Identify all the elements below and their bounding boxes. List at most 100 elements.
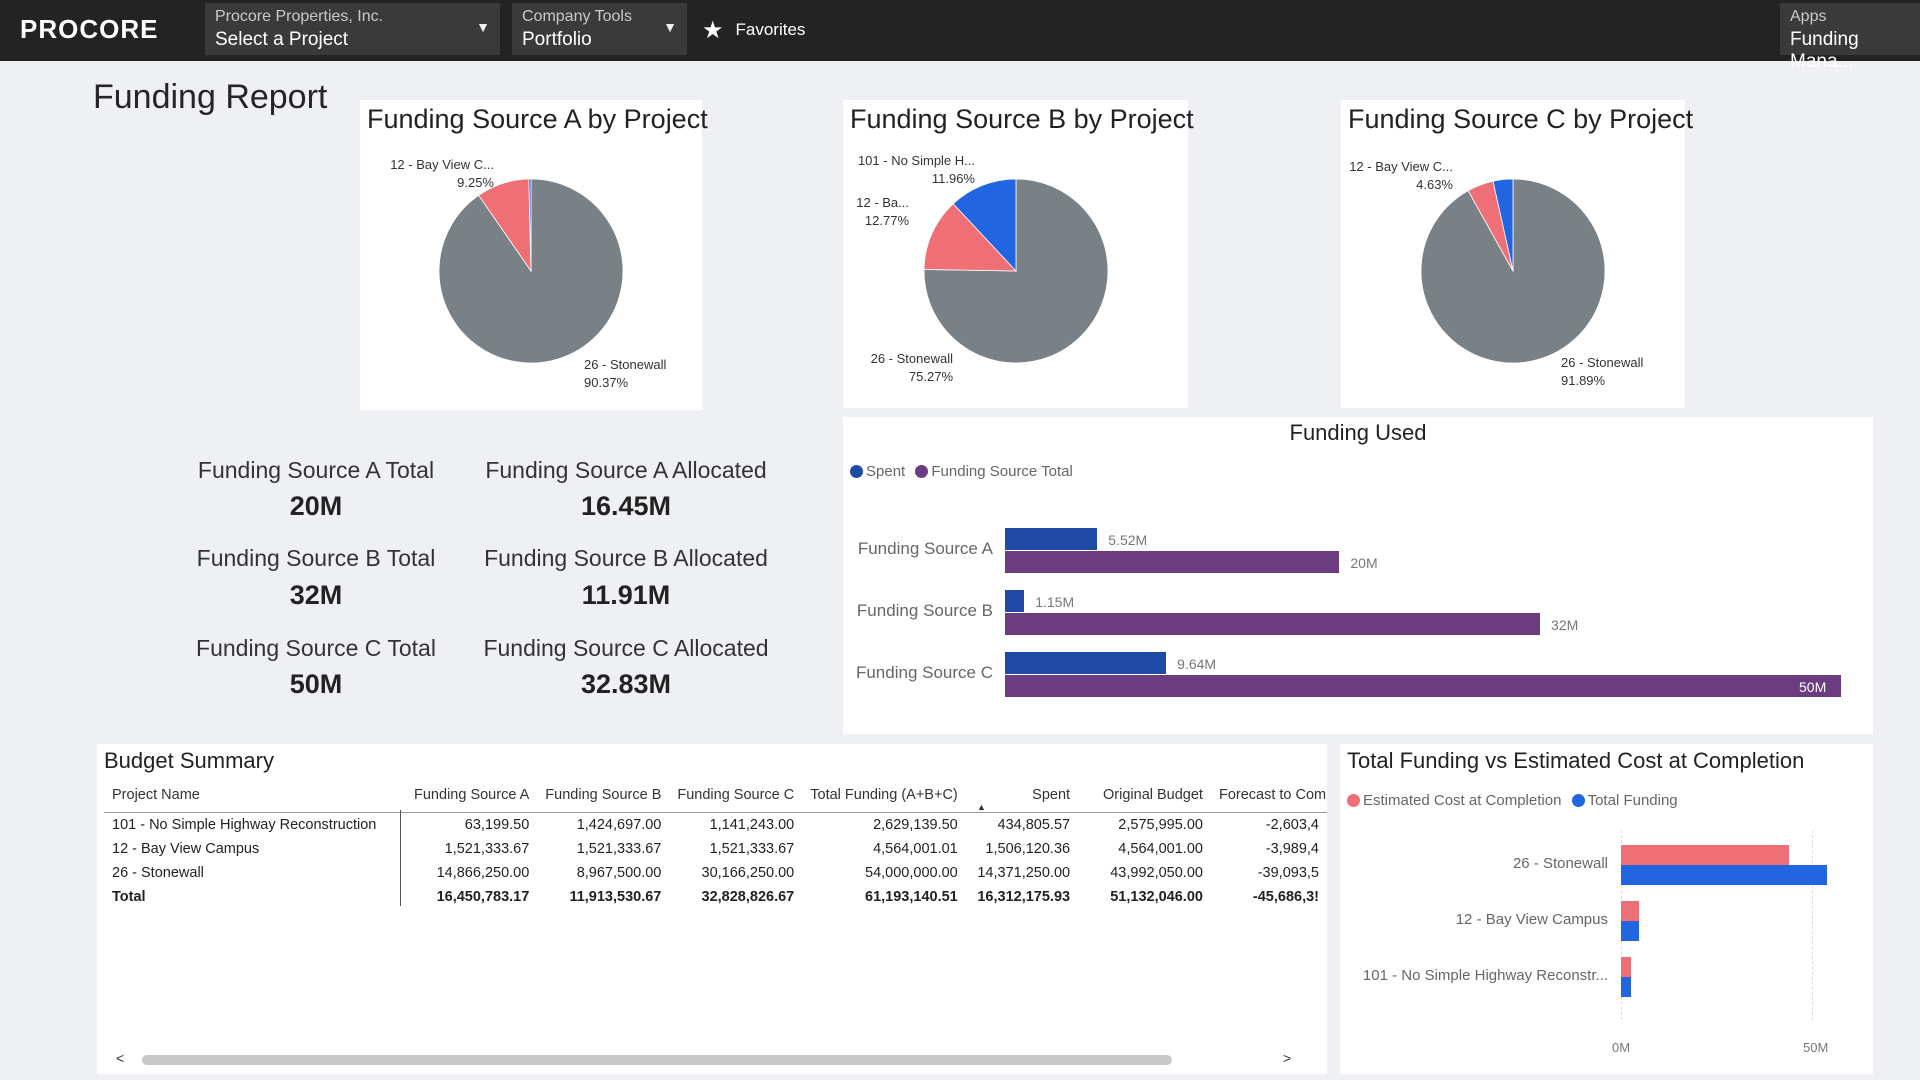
table-row[interactable]: 26 - Stonewall 14,866,250.00 8,967,500.00 3… bbox=[104, 861, 1327, 885]
table-cell: 43,992,050.00 bbox=[1110, 865, 1203, 881]
table-cell: 4,564,001.00 bbox=[1118, 841, 1203, 857]
bar-value-label: 5.52M bbox=[1108, 532, 1148, 548]
bar-funding-source-total[interactable] bbox=[1005, 613, 1541, 635]
legend-dot-funding bbox=[1571, 794, 1585, 807]
legend-dot-spent bbox=[850, 465, 863, 478]
column-header[interactable]: Funding Source C bbox=[677, 787, 795, 803]
bar-funding-source-total[interactable] bbox=[1005, 551, 1340, 573]
chevron-down-icon: ▼ bbox=[663, 19, 677, 35]
page-title: Funding Report bbox=[93, 78, 328, 116]
table-row[interactable]: 101 - No Simple Highway Reconstruction 63… bbox=[104, 813, 1327, 838]
funding-used-card: Funding Used Spent Funding Source Total … bbox=[843, 417, 1873, 734]
horizontal-scrollbar[interactable]: < > bbox=[113, 1050, 1313, 1067]
table-cell: 12 - Bay View Campus bbox=[112, 841, 260, 857]
table-cell: 1,521,333.67 bbox=[576, 841, 662, 857]
pie-label-pct: 75.27% bbox=[908, 369, 953, 384]
axis-tick-label: 0M bbox=[1612, 1040, 1631, 1055]
total-vs-estimated-title: Total Funding vs Estimated Cost at Compl… bbox=[1347, 748, 1805, 773]
pie-slice-101-no-simple-highway-reconstruction[interactable] bbox=[952, 178, 1017, 273]
table-cell: 16,312,175.93 bbox=[977, 889, 1071, 905]
kpi-value: 50M bbox=[289, 669, 343, 699]
tool-selector[interactable]: Company Tools Portfolio ▼ bbox=[512, 3, 687, 55]
scroll-left-arrow[interactable]: < bbox=[116, 1050, 125, 1066]
table-total-row[interactable]: Total 16,450,783.17 11,913,530.67 32,828,82… bbox=[104, 885, 1327, 909]
kpi-label: Funding Source A Allocated bbox=[485, 457, 767, 483]
pie-slice-101-no-simple-highway-reconstruction[interactable] bbox=[528, 178, 532, 272]
bar-estimated-cost[interactable] bbox=[1621, 845, 1790, 865]
pie-label-pct: 9.25% bbox=[457, 175, 494, 190]
grid-line bbox=[1812, 830, 1813, 1020]
legend-label: Funding Source Total bbox=[931, 463, 1073, 480]
budget-summary-title: Budget Summary bbox=[104, 748, 274, 773]
column-divider bbox=[400, 810, 401, 906]
kpi-value: 11.91M bbox=[581, 580, 671, 610]
bar-spent[interactable] bbox=[1005, 590, 1025, 612]
tool-selector-value: Portfolio bbox=[522, 29, 592, 50]
table-cell: 14,866,250.00 bbox=[436, 865, 530, 881]
table-cell: 434,805.57 bbox=[997, 817, 1071, 833]
pie-title: Funding Source B by Project bbox=[850, 104, 1194, 134]
sort-indicator-icon[interactable]: ▲ bbox=[977, 802, 986, 812]
column-header[interactable]: Total Funding (A+B+C) bbox=[810, 787, 958, 803]
pie-card-source-c: Funding Source C by Project 12 - Bay Vie… bbox=[1341, 100, 1693, 408]
pie-slice-12-bay-view-campus[interactable] bbox=[923, 203, 1017, 272]
apps-selector-value: Funding Mana... bbox=[1790, 29, 1859, 72]
bar-spent[interactable] bbox=[1005, 528, 1098, 550]
column-header[interactable]: Funding Source A bbox=[414, 787, 530, 803]
apps-selector[interactable]: Apps Funding Mana... bbox=[1780, 3, 1920, 72]
bar-estimated-cost[interactable] bbox=[1621, 957, 1631, 977]
kpi-value: 32M bbox=[289, 580, 343, 610]
table-row[interactable]: 12 - Bay View Campus 1,521,333.67 1,521,33… bbox=[104, 837, 1327, 861]
bar-value-label: 9.64M bbox=[1177, 656, 1217, 672]
table-cell: 30,166,250.00 bbox=[701, 865, 795, 881]
pie-label-name: 26 - Stonewall bbox=[584, 357, 667, 372]
pie-label-pct: 91.89% bbox=[1561, 373, 1606, 388]
bar-total-funding[interactable] bbox=[1621, 921, 1639, 941]
procore-logo[interactable]: PROCORE bbox=[20, 14, 159, 44]
column-header[interactable]: Funding Source B bbox=[545, 787, 662, 803]
pie-label: 12 - Bay View C... 9.25% bbox=[374, 156, 494, 192]
legend-dot-estimated bbox=[1347, 794, 1360, 807]
star-icon: ★ bbox=[702, 17, 724, 44]
bar-estimated-cost[interactable] bbox=[1621, 901, 1639, 921]
table-cell: 11,913,530.67 bbox=[569, 889, 662, 905]
bar-total-funding[interactable] bbox=[1621, 977, 1631, 997]
table-cell: 1,424,697.00 bbox=[576, 817, 662, 833]
table-cell: 16,450,783.17 bbox=[436, 889, 530, 905]
scrollbar-thumb[interactable] bbox=[142, 1055, 1172, 1065]
funding-used-legend: Spent Funding Source Total bbox=[850, 463, 1073, 480]
table-cell: -39,093,5 bbox=[1257, 865, 1319, 881]
table-cell: Total bbox=[112, 889, 146, 905]
column-header[interactable]: Forecast to Com bbox=[1218, 787, 1327, 803]
bar-value-label: 32M bbox=[1551, 617, 1579, 633]
top-navigation-bar: PROCORE Procore Properties, Inc. Select … bbox=[0, 0, 1920, 72]
column-header[interactable]: Original Budget bbox=[1103, 787, 1203, 803]
pie-slice-26-stonewall[interactable] bbox=[923, 178, 1109, 364]
pie-slice-26-stonewall[interactable] bbox=[438, 178, 624, 364]
scroll-right-arrow[interactable]: > bbox=[1283, 1050, 1292, 1066]
column-header[interactable]: Spent bbox=[1032, 787, 1071, 803]
table-cell: 8,967,500.00 bbox=[576, 865, 662, 881]
pie-label-name: 101 - No Simple H... bbox=[857, 153, 975, 168]
bar-spent[interactable] bbox=[1005, 652, 1167, 674]
kpi-label: Funding Source A Total bbox=[197, 457, 435, 483]
legend-label: Total Funding bbox=[1587, 792, 1678, 809]
funding-used-title: Funding Used bbox=[1289, 420, 1427, 445]
kpi-value: 32.83M bbox=[580, 669, 672, 699]
bar-value-label: 1.15M bbox=[1035, 594, 1075, 610]
favorites-button[interactable]: ★ Favorites bbox=[702, 16, 805, 45]
table-cell: -45,686,3! bbox=[1252, 889, 1319, 905]
column-header[interactable]: Project Name bbox=[112, 787, 200, 803]
bar-total-funding[interactable] bbox=[1621, 865, 1828, 885]
kpi-label: Funding Source B Total bbox=[196, 545, 436, 571]
pie-label-pct: 4.63% bbox=[1416, 177, 1453, 192]
company-selector[interactable]: Procore Properties, Inc. Select a Projec… bbox=[205, 3, 500, 55]
pie-label-pct: 90.37% bbox=[584, 375, 629, 390]
axis-tick-label: 50M bbox=[1803, 1040, 1829, 1055]
table-cell: 1,521,333.67 bbox=[709, 841, 795, 857]
table-cell: 14,371,250.00 bbox=[977, 865, 1071, 881]
table-cell: 2,629,139.50 bbox=[873, 817, 958, 833]
bar-funding-source-total[interactable] bbox=[1005, 675, 1841, 697]
table-cell: 1,506,120.36 bbox=[985, 841, 1071, 857]
pie-slice-101-no-simple-highway-reconstruction[interactable] bbox=[1492, 178, 1514, 272]
